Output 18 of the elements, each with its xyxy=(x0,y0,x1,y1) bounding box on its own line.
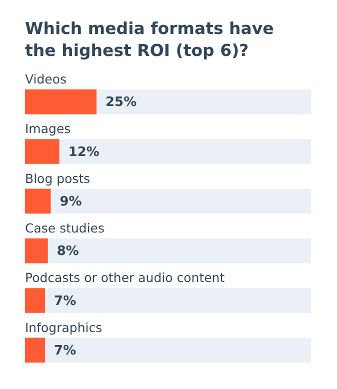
data-label: 25% xyxy=(106,95,137,110)
y-tick-label: Infographics xyxy=(25,320,102,335)
data-label: 8% xyxy=(56,244,79,260)
bar xyxy=(25,238,48,264)
bar xyxy=(25,338,46,363)
y-tick-label: Images xyxy=(25,121,71,136)
y-tick-label: Videos xyxy=(25,71,67,86)
chart-title: Which media formats have the highest ROI (top 6)? xyxy=(25,18,275,62)
data-label: 9% xyxy=(60,194,82,210)
data-label: 7% xyxy=(54,344,76,359)
y-tick-label: Blog posts xyxy=(25,170,90,186)
bar xyxy=(25,288,46,313)
bar xyxy=(25,139,60,164)
bar xyxy=(25,188,51,214)
y-tick-label: Case studies xyxy=(25,220,105,236)
y-tick-label: Podcasts or other audio content xyxy=(25,270,225,286)
data-label: 12% xyxy=(68,144,100,160)
data-label: 7% xyxy=(54,294,76,309)
